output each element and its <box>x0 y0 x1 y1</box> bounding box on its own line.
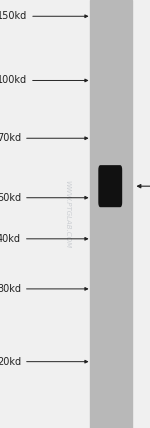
Bar <box>90 0 132 428</box>
Text: 150kd: 150kd <box>0 11 88 21</box>
FancyBboxPatch shape <box>99 166 122 207</box>
Text: 50kd: 50kd <box>0 193 88 203</box>
Text: 20kd: 20kd <box>0 357 88 367</box>
Text: 30kd: 30kd <box>0 284 88 294</box>
Text: WWW.PTGLAB.COM: WWW.PTGLAB.COM <box>64 180 70 248</box>
Text: 70kd: 70kd <box>0 133 88 143</box>
Text: 40kd: 40kd <box>0 234 88 244</box>
Text: 100kd: 100kd <box>0 75 88 86</box>
